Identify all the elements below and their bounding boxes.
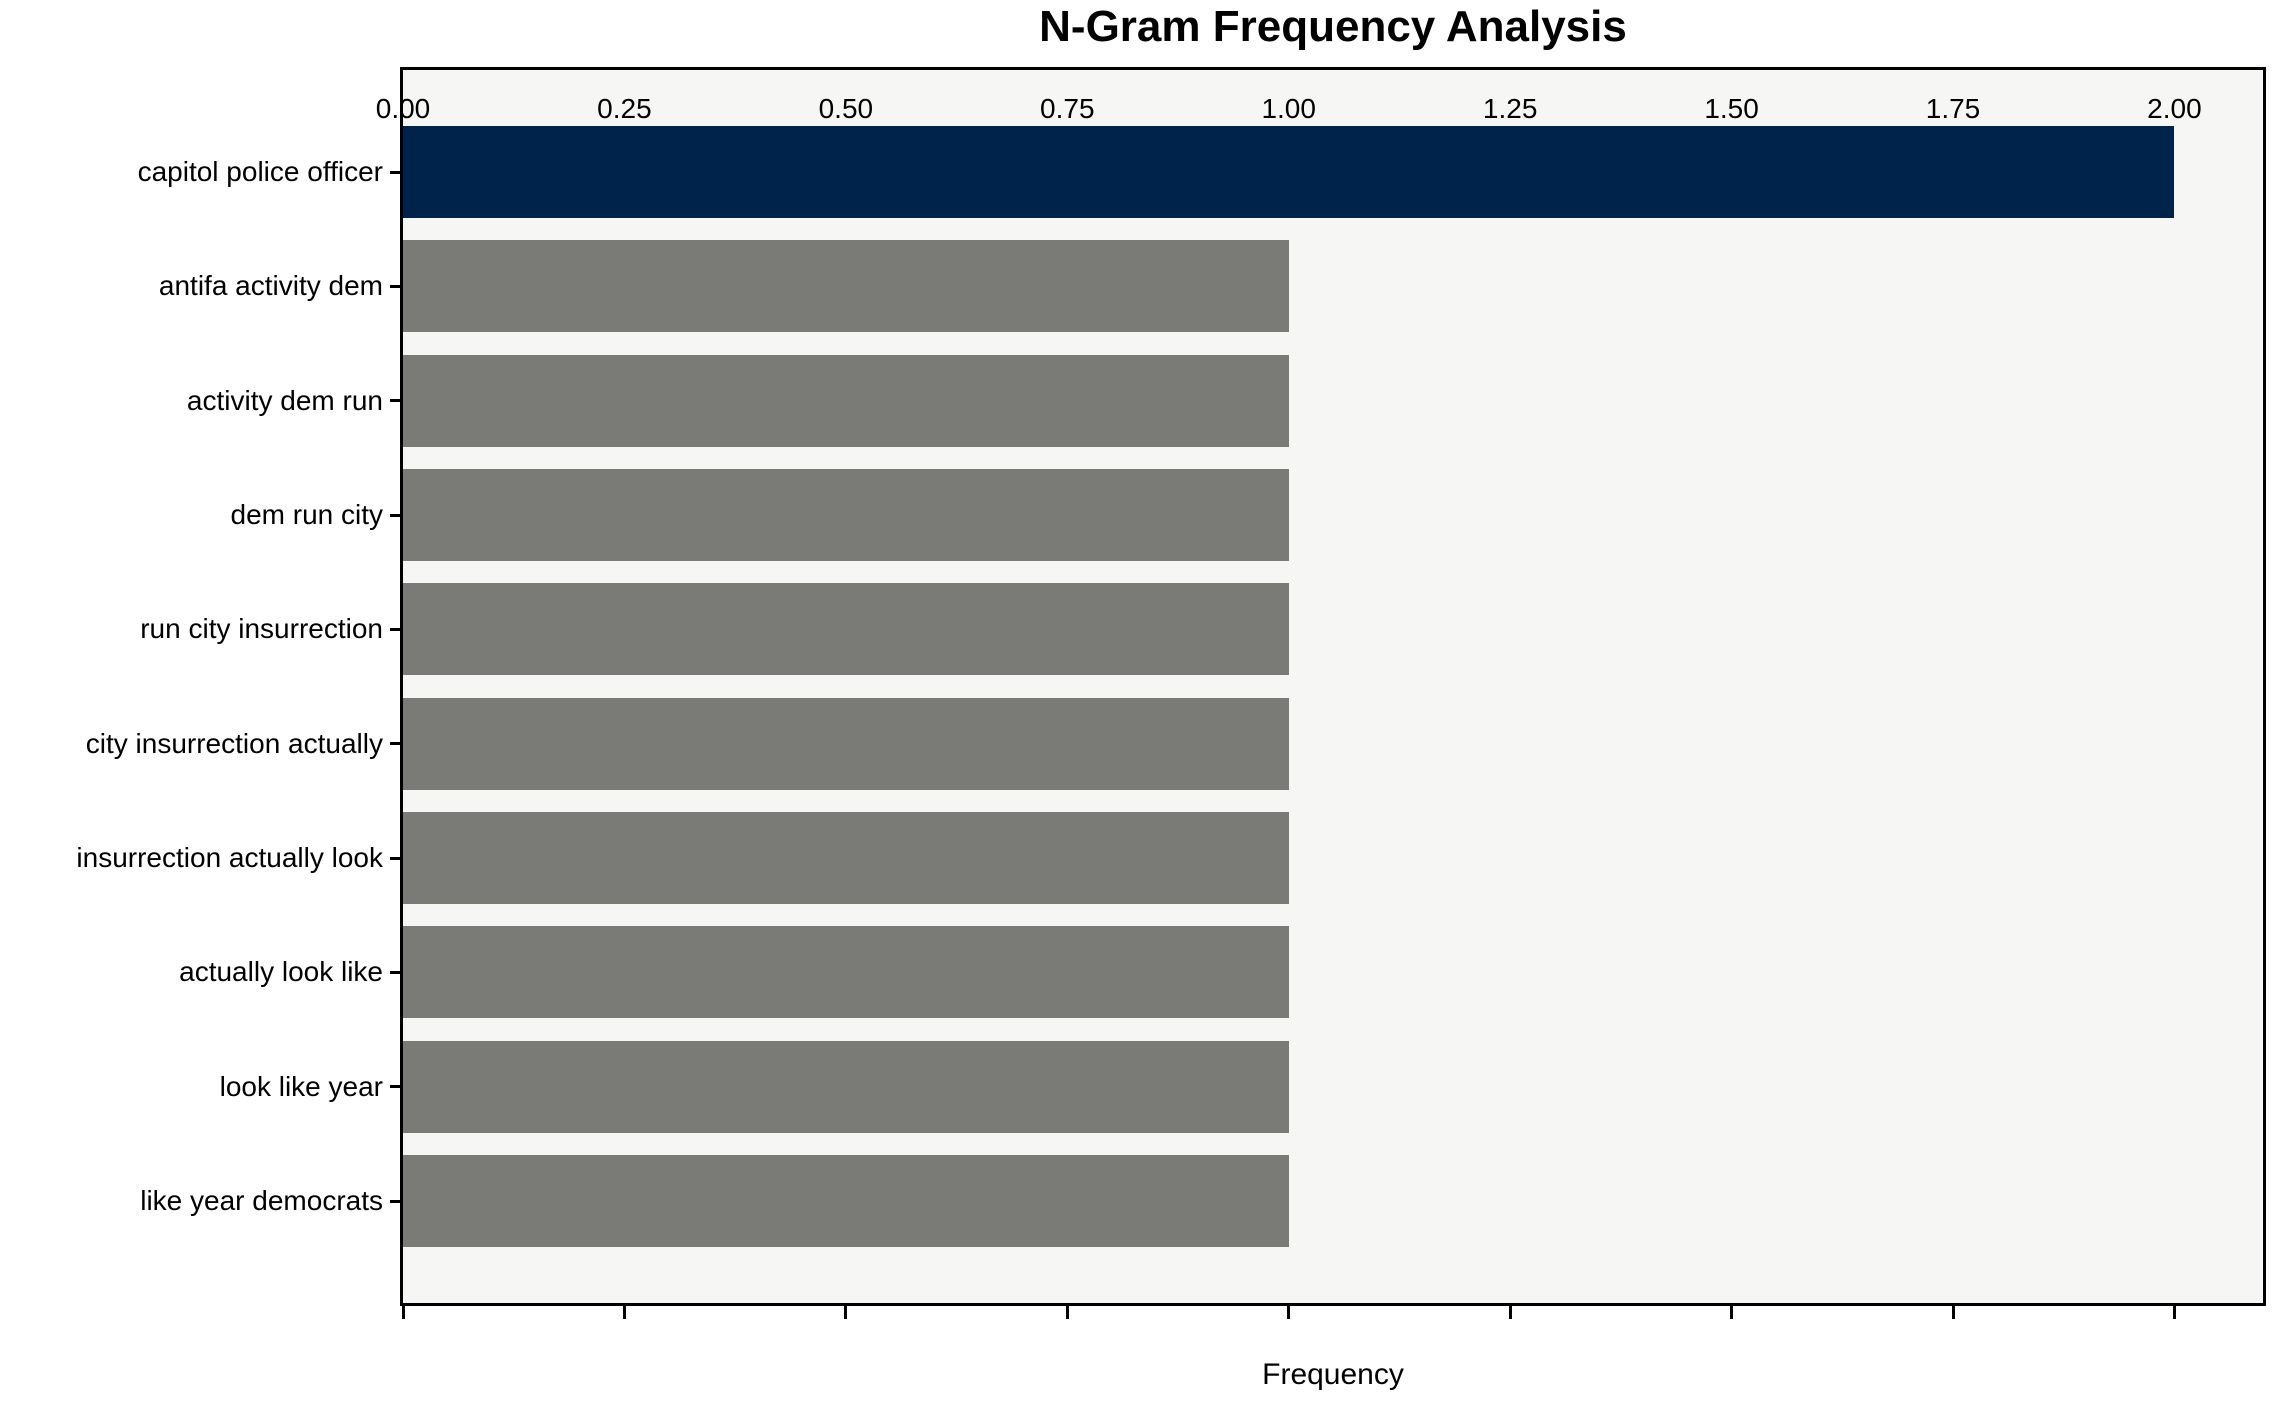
y-tick-mark — [390, 170, 400, 174]
y-axis-labels: capitol police officer antifa activity de… — [0, 70, 383, 1303]
bar-city-insurrection-actually — [403, 697, 1289, 790]
bar-insurrection-actually-look — [403, 812, 1289, 904]
bar-dem-run-city — [403, 469, 1289, 561]
x-tick-mark — [1508, 1306, 1512, 1319]
y-tick-label: capitol police officer — [137, 156, 383, 187]
chart-title: N-Gram Frequency Analysis — [1039, 2, 1627, 51]
x-tick-mark — [844, 1306, 848, 1319]
y-tick-mark — [390, 970, 400, 974]
x-tick-mark — [1065, 1306, 1069, 1319]
y-tick-mark — [390, 513, 400, 517]
x-tick-label: 2.00 — [2147, 93, 2202, 124]
x-tick-label: 0.25 — [597, 93, 652, 124]
y-tick-label: city insurrection actually — [85, 727, 383, 759]
x-tick-label: 0.50 — [818, 93, 874, 124]
x-axis-title: Frequency — [1262, 1358, 1404, 1391]
y-tick-label: dem run city — [230, 499, 384, 530]
x-tick-mark — [622, 1306, 626, 1319]
y-tick-mark — [390, 1199, 400, 1203]
y-tick-mark — [390, 284, 400, 288]
plot-area: 0.00 0.25 0.50 0.75 1.00 1.25 1.50 1.75 2.00 — [376, 67, 2266, 1319]
x-tick-label: 1.75 — [1925, 93, 1981, 124]
bar-antifa-activity-dem — [403, 240, 1289, 333]
y-tick-mark — [390, 399, 400, 403]
y-tick-label: like year democrats — [140, 1185, 383, 1216]
bar-run-city-insurrection — [403, 583, 1289, 676]
y-tick-mark — [390, 1085, 400, 1089]
x-tick-label: 1.00 — [1261, 93, 1316, 124]
y-tick-mark — [390, 856, 400, 860]
y-tick-label: activity dem run — [186, 384, 383, 416]
x-tick-mark — [1730, 1306, 1734, 1319]
y-tick-mark — [390, 742, 400, 746]
bar-actually-look-like — [403, 926, 1289, 1019]
x-tick-mark — [401, 1306, 405, 1319]
x-tick-mark — [2172, 1306, 2176, 1319]
y-tick-label: run city insurrection — [140, 613, 383, 645]
x-tick-label: 0.00 — [375, 93, 431, 124]
y-tick-label: actually look like — [179, 956, 383, 988]
y-tick-label: antifa activity dem — [158, 270, 383, 302]
x-tick-mark — [1287, 1306, 1291, 1319]
x-tick-mark — [1951, 1306, 1955, 1319]
y-tick-mark — [390, 627, 400, 631]
y-tick-label: insurrection actually look — [76, 842, 383, 873]
x-tick-label: 1.50 — [1704, 93, 1759, 124]
x-tick-label: 1.25 — [1482, 93, 1538, 124]
x-tick-label: 0.75 — [1040, 93, 1095, 124]
bar-like-year-democrats — [403, 1155, 1289, 1247]
bar-activity-dem-run — [403, 354, 1289, 447]
bar-capitol-police-officer — [403, 126, 2174, 218]
bar-look-like-year — [403, 1040, 1289, 1133]
y-tick-label: look like year — [219, 1070, 383, 1102]
